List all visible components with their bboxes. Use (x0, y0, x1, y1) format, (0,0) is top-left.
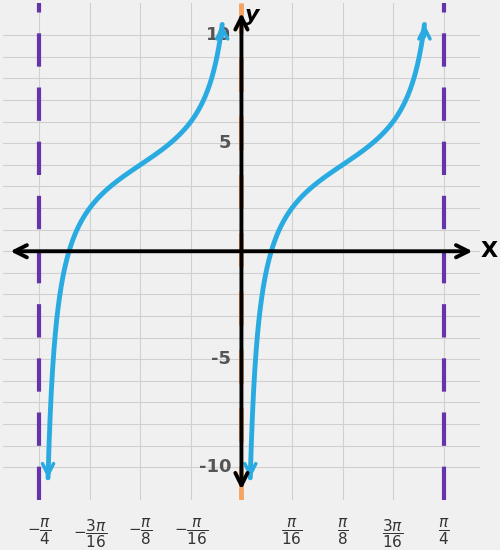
Text: $-\dfrac{\pi}{8}$: $-\dfrac{\pi}{8}$ (128, 517, 152, 547)
Text: y: y (246, 6, 260, 25)
Text: -5: -5 (211, 350, 231, 369)
Text: $-\dfrac{\pi}{4}$: $-\dfrac{\pi}{4}$ (27, 517, 52, 547)
Text: $\dfrac{\pi}{4}$: $\dfrac{\pi}{4}$ (438, 517, 450, 547)
Text: $\dfrac{3\pi}{16}$: $\dfrac{3\pi}{16}$ (382, 517, 404, 550)
Text: X: X (480, 241, 497, 261)
Text: 10: 10 (206, 26, 231, 44)
Text: 5: 5 (218, 134, 231, 152)
Text: $-\dfrac{\pi}{16}$: $-\dfrac{\pi}{16}$ (174, 517, 208, 547)
Text: $\dfrac{\pi}{16}$: $\dfrac{\pi}{16}$ (282, 517, 302, 547)
Text: $-\dfrac{3\pi}{16}$: $-\dfrac{3\pi}{16}$ (72, 517, 107, 550)
Text: -10: -10 (198, 458, 231, 476)
Text: $\dfrac{\pi}{8}$: $\dfrac{\pi}{8}$ (336, 517, 348, 547)
